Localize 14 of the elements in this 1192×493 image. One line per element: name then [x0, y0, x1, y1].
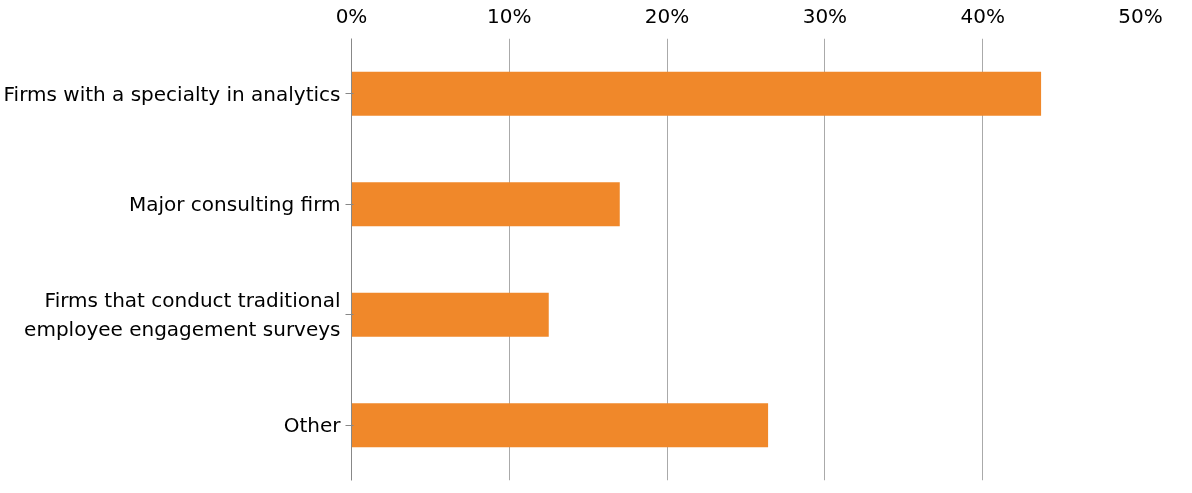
- y-tick-label: Firms that conduct traditional employee engagement surveys: [24, 288, 341, 342]
- y-tick-label: Major consulting firm: [128, 192, 341, 217]
- x-tick-label: 50%: [1118, 3, 1163, 28]
- y-tick-label: Other: [283, 413, 342, 438]
- bar: [351, 182, 620, 227]
- y-tick-label: Firms with a specialty in analytics: [3, 81, 341, 106]
- bar: [351, 292, 549, 337]
- x-tick-label: 20%: [644, 3, 690, 28]
- x-tick-label: 40%: [960, 3, 1005, 28]
- bar: [351, 403, 769, 448]
- x-tick-label: 10%: [487, 3, 532, 28]
- x-tick-label: 30%: [802, 3, 848, 28]
- x-tick-label: 0%: [335, 3, 368, 28]
- bar: [351, 71, 1042, 116]
